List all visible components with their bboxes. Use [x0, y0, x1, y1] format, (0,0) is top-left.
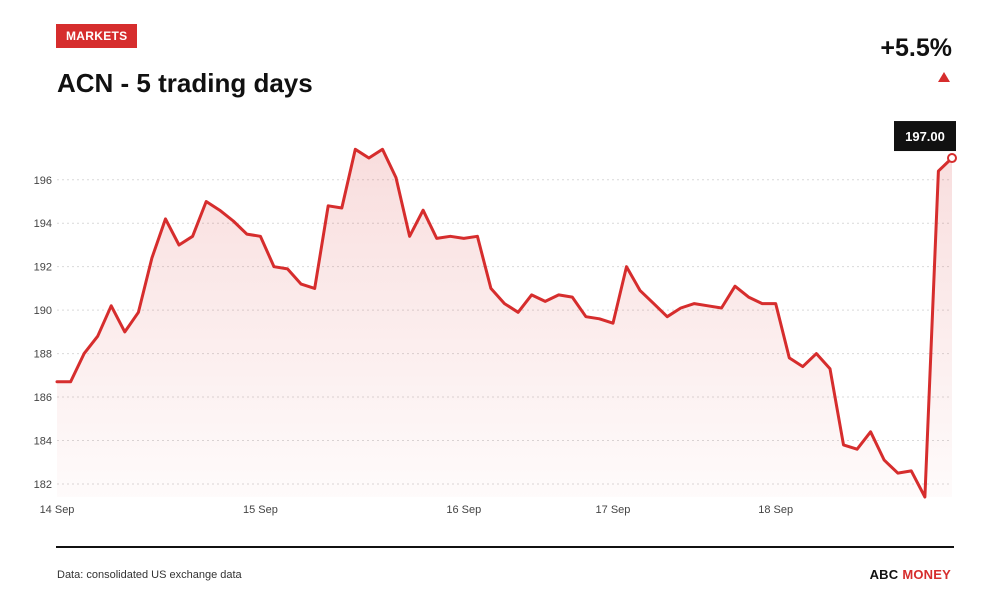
chart-title: ACN - 5 trading days [57, 68, 313, 98]
x-tick-label: 16 Sep [446, 504, 481, 516]
y-tick-label: 186 [34, 392, 52, 404]
last-price-value: 197.00 [905, 129, 945, 144]
x-tick-label: 18 Sep [758, 504, 793, 516]
source-note: Data: consolidated US exchange data [57, 569, 242, 581]
x-tick-label: 15 Sep [243, 504, 278, 516]
last-price-dot [947, 153, 957, 164]
last-price-label: 197.00 [894, 121, 956, 152]
y-tick-label: 192 [34, 262, 52, 274]
y-tick-label: 194 [34, 218, 52, 230]
y-tick-label: 182 [34, 479, 52, 491]
x-tick-label: 14 Sep [40, 504, 75, 516]
percent-change: +5.5% [880, 34, 952, 62]
y-tick-label: 188 [34, 349, 52, 361]
y-axis: 182 184 186 188 190 192 194 196 [34, 175, 52, 491]
price-area [57, 149, 952, 498]
price-line [55, 147, 954, 499]
x-axis: 14 Sep 15 Sep 16 Sep 17 Sep 18 Sep [40, 504, 794, 516]
section-badge: MARKETS [56, 24, 138, 48]
up-arrow-icon [938, 72, 950, 82]
y-tick-label: 196 [34, 175, 52, 187]
y-tick-label: 184 [34, 436, 52, 448]
brand-name-accent: MONEY [902, 567, 951, 582]
y-tick-label: 190 [34, 305, 52, 317]
brand-name: ABC [869, 567, 899, 582]
x-tick-label: 17 Sep [596, 504, 631, 516]
divider [56, 546, 954, 548]
brand-logo: ABC MONEY [870, 567, 951, 582]
